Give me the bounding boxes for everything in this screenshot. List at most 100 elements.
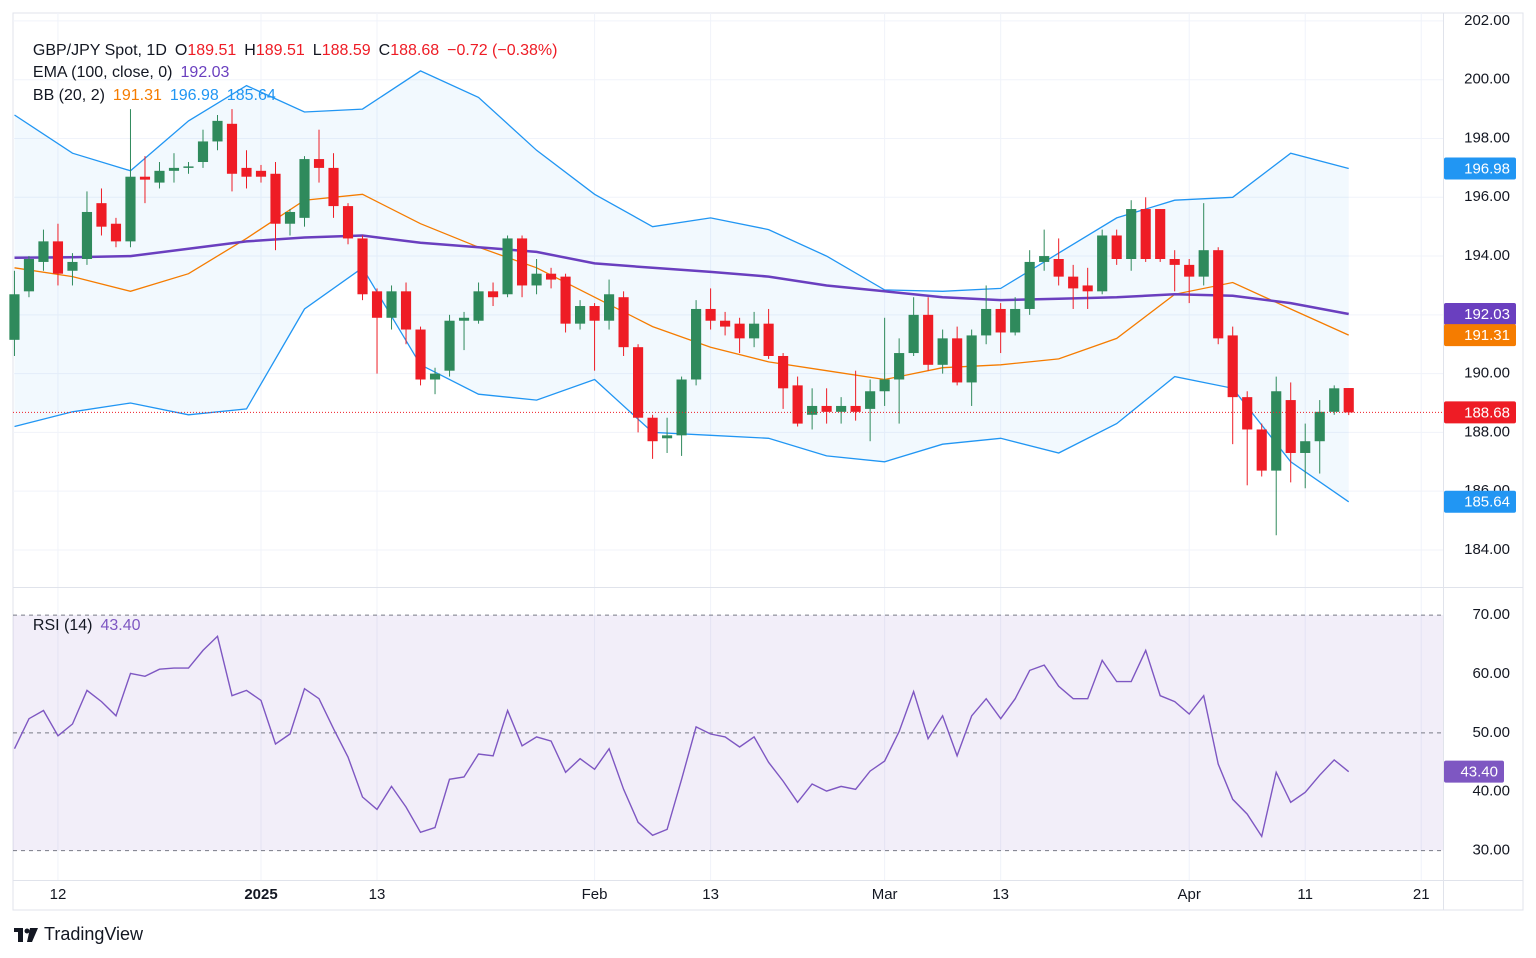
x-tick-label: 11 bbox=[1297, 886, 1313, 903]
candle-body bbox=[371, 291, 383, 318]
candle-body bbox=[154, 170, 165, 183]
main-legend: GBP/JPY Spot, 1D O189.51 H189.51 L188.59 C18… bbox=[24, 24, 565, 60]
candle-body bbox=[270, 173, 281, 224]
price-tag-label: 196.98 bbox=[1464, 160, 1510, 177]
x-tick-label: 12 bbox=[50, 886, 67, 903]
candle-body bbox=[647, 417, 658, 442]
candle-body bbox=[226, 123, 238, 174]
x-tick-label: 13 bbox=[702, 886, 719, 903]
candle-body bbox=[212, 120, 223, 142]
ohlc-label: H bbox=[244, 42, 256, 59]
y-tick-label: 190.00 bbox=[1464, 365, 1510, 382]
candle-body bbox=[778, 355, 789, 389]
candle-body bbox=[1169, 259, 1180, 265]
y-tick-label: 50.00 bbox=[1472, 724, 1510, 741]
candle-body bbox=[1097, 235, 1108, 292]
candle-body bbox=[618, 297, 629, 348]
candle-body bbox=[1343, 388, 1354, 413]
candle-body bbox=[966, 335, 977, 383]
candle-body bbox=[879, 379, 890, 392]
candle-body bbox=[357, 238, 368, 295]
candle-body bbox=[400, 291, 412, 330]
candle-body bbox=[603, 294, 615, 321]
candle-body bbox=[38, 241, 49, 262]
indicator-value: 196.98 bbox=[169, 87, 219, 104]
x-tick-label: Apr bbox=[1178, 886, 1201, 903]
price-tag-label: 43.40 bbox=[1460, 764, 1498, 781]
brand-name: TradingView bbox=[44, 924, 144, 944]
candle-body bbox=[1024, 261, 1035, 309]
y-tick-label: 184.00 bbox=[1464, 541, 1510, 558]
price-tag-label: 191.31 bbox=[1464, 327, 1510, 344]
price-tag bbox=[1444, 401, 1516, 424]
y-tick-label: 70.00 bbox=[1472, 606, 1510, 623]
candle-body bbox=[1155, 209, 1166, 259]
candle-body bbox=[1010, 308, 1021, 333]
candle-body bbox=[415, 329, 426, 380]
band-fill bbox=[14, 70, 1349, 502]
candle-body bbox=[662, 435, 673, 439]
candle-body bbox=[168, 167, 180, 171]
candle-body bbox=[691, 308, 702, 380]
candle-body bbox=[560, 276, 571, 324]
ohlc-value: 188.68 bbox=[390, 42, 440, 59]
candle-body bbox=[574, 306, 586, 324]
y-tick-label: 60.00 bbox=[1472, 665, 1510, 682]
candle-body bbox=[1140, 209, 1151, 259]
candle-body bbox=[241, 167, 252, 177]
candle-body bbox=[894, 353, 905, 380]
y-tick-label: 200.00 bbox=[1464, 71, 1510, 88]
candle-body bbox=[1184, 264, 1195, 277]
candle-body bbox=[67, 261, 78, 271]
x-tick-label: Mar bbox=[872, 886, 898, 903]
price-tag bbox=[1444, 324, 1516, 347]
y-tick-label: 40.00 bbox=[1472, 783, 1510, 800]
candle-body bbox=[1285, 400, 1296, 453]
candle-body bbox=[734, 323, 745, 339]
candle-body bbox=[1068, 276, 1079, 289]
candle-body bbox=[705, 308, 716, 321]
price-tag-label: 192.03 bbox=[1464, 306, 1510, 323]
candle-body bbox=[139, 176, 151, 180]
ema-legend: EMA (100, close, 0) 192.03 bbox=[24, 46, 237, 82]
candle-body bbox=[763, 323, 774, 356]
candle-body bbox=[937, 338, 948, 365]
y-tick-label: 194.00 bbox=[1464, 247, 1510, 264]
candle-body bbox=[589, 306, 600, 321]
y-tick-label: 202.00 bbox=[1464, 12, 1510, 29]
candle-body bbox=[52, 241, 64, 274]
candle-body bbox=[473, 291, 484, 321]
candle-body bbox=[81, 211, 93, 259]
candle-body bbox=[1256, 429, 1267, 471]
y-tick-label: 30.00 bbox=[1472, 842, 1510, 859]
candle-body bbox=[1053, 259, 1064, 277]
rsi-legend: RSI (14) 43.40 bbox=[24, 599, 149, 635]
candle-body bbox=[125, 176, 136, 242]
ohlc-label: L bbox=[312, 42, 322, 59]
candle-body bbox=[386, 291, 397, 318]
brand[interactable]: TradingView bbox=[14, 924, 143, 945]
bb-basis-line bbox=[14, 193, 1349, 381]
indicator-value: 43.40 bbox=[100, 617, 141, 634]
indicator-name: RSI (14) bbox=[32, 617, 93, 634]
candle-body bbox=[328, 167, 339, 207]
candle-body bbox=[96, 203, 107, 227]
candle-body bbox=[197, 141, 209, 163]
ema-line bbox=[14, 234, 1349, 316]
candle-body bbox=[1271, 391, 1282, 471]
price-tag bbox=[1444, 157, 1516, 180]
candle-body bbox=[299, 159, 310, 218]
candle-body bbox=[429, 373, 441, 380]
candle-body bbox=[720, 320, 731, 327]
candle-body bbox=[1082, 285, 1093, 292]
candle-body bbox=[908, 314, 919, 354]
candle-body bbox=[952, 338, 963, 383]
x-tick-label: 21 bbox=[1413, 886, 1430, 903]
y-tick-label: 196.00 bbox=[1464, 188, 1510, 205]
candle-body bbox=[995, 308, 1006, 333]
candle-body bbox=[1329, 388, 1340, 412]
candle-body bbox=[1198, 250, 1209, 277]
chart-frame bbox=[12, 12, 1524, 911]
